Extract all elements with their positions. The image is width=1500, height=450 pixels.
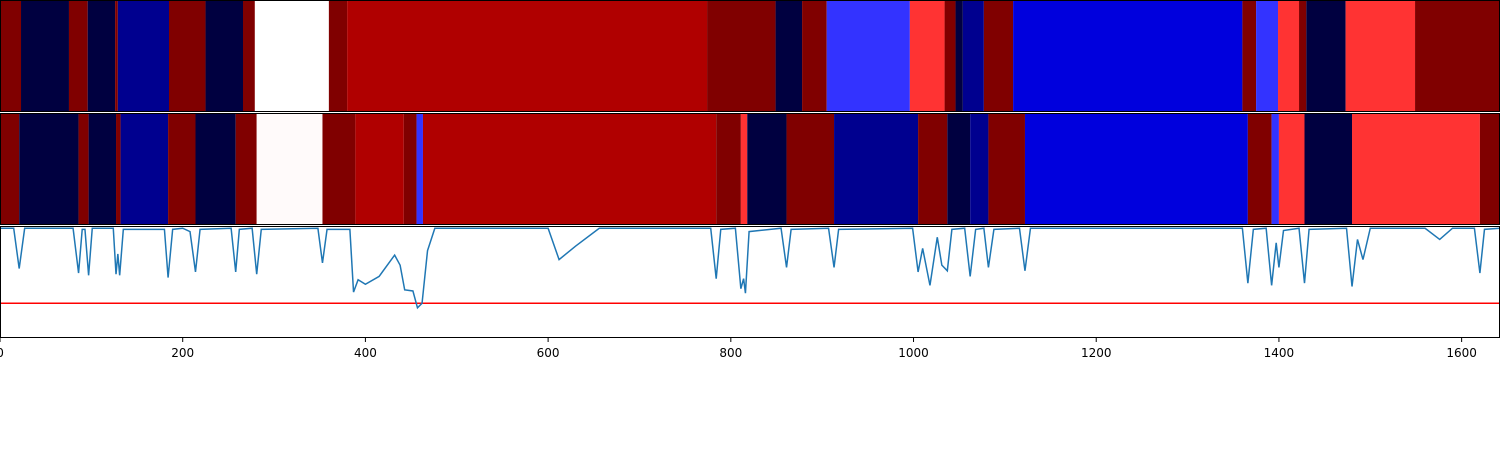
segment xyxy=(0,113,20,225)
segment xyxy=(235,113,257,225)
segment xyxy=(1256,0,1279,112)
segment xyxy=(1345,0,1416,112)
x-tick-label: 1200 xyxy=(1081,346,1112,360)
segment xyxy=(834,113,919,225)
segment xyxy=(68,0,88,112)
segment xyxy=(322,113,356,225)
segment xyxy=(775,0,803,112)
segment xyxy=(120,113,169,225)
segment xyxy=(1352,113,1480,225)
x-tick-label: 800 xyxy=(719,346,742,360)
segment xyxy=(1024,113,1248,225)
segment xyxy=(988,113,1025,225)
segment xyxy=(19,113,79,225)
segment xyxy=(328,0,348,112)
segment xyxy=(716,113,741,225)
segment xyxy=(242,0,255,112)
segment xyxy=(1278,113,1305,225)
segment xyxy=(78,113,89,225)
segment xyxy=(1271,113,1279,225)
segment xyxy=(786,113,835,225)
segment xyxy=(1247,113,1272,225)
segment xyxy=(403,113,417,225)
segment xyxy=(422,113,717,225)
segment xyxy=(21,0,69,112)
segment xyxy=(347,0,708,112)
x-tick-label: 1600 xyxy=(1446,346,1477,360)
segment xyxy=(1242,0,1257,112)
segment xyxy=(0,0,22,112)
segment xyxy=(947,113,971,225)
segment xyxy=(256,113,323,225)
segment xyxy=(909,0,945,112)
segment xyxy=(740,113,748,225)
segment xyxy=(168,113,196,225)
segment xyxy=(416,113,423,225)
x-tick-label: 600 xyxy=(537,346,560,360)
x-tick-label: 400 xyxy=(354,346,377,360)
segment xyxy=(1013,0,1243,112)
x-tick-label: 0 xyxy=(0,346,4,360)
segment xyxy=(962,0,984,112)
segment xyxy=(983,0,1014,112)
segment xyxy=(826,0,910,112)
segment xyxy=(195,113,236,225)
panel-frame xyxy=(0,226,1500,338)
segment xyxy=(707,0,776,112)
segment xyxy=(117,0,170,112)
segment xyxy=(355,113,404,225)
segment xyxy=(970,113,989,225)
segment xyxy=(1304,113,1353,225)
segment xyxy=(115,0,118,112)
x-tick-label: 1400 xyxy=(1264,346,1295,360)
segment xyxy=(88,113,117,225)
segment xyxy=(1415,0,1500,112)
segment xyxy=(116,113,121,225)
segment xyxy=(1299,0,1307,112)
segment xyxy=(1278,0,1300,112)
segment xyxy=(944,0,956,112)
segment xyxy=(1479,113,1500,225)
segment xyxy=(254,0,329,112)
segment xyxy=(169,0,206,112)
segment xyxy=(955,0,963,112)
segment xyxy=(802,0,827,112)
segment xyxy=(205,0,243,112)
x-tick-label: 1000 xyxy=(898,346,929,360)
segment xyxy=(918,113,948,225)
segment xyxy=(87,0,116,112)
segment xyxy=(747,113,787,225)
x-tick-label: 200 xyxy=(171,346,194,360)
segment xyxy=(1306,0,1346,112)
line xyxy=(0,227,1500,310)
